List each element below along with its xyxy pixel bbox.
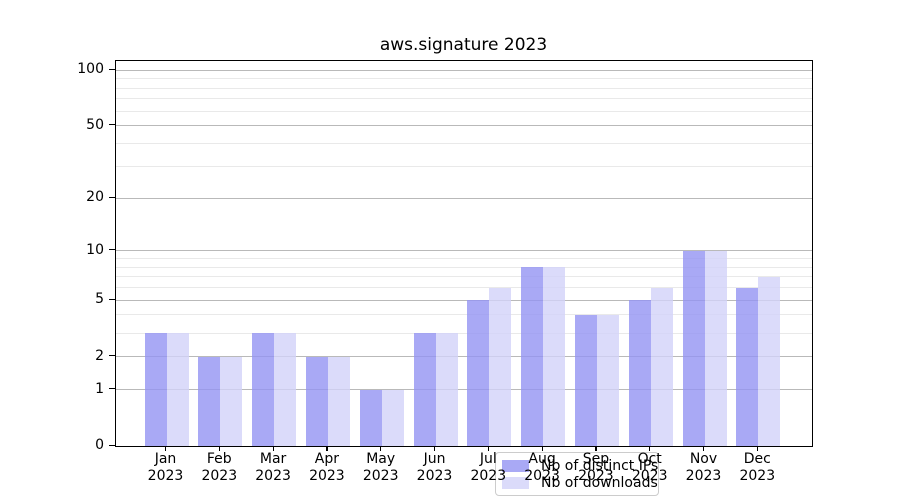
- gridline-major-5: [116, 299, 812, 301]
- y-tick-50: [109, 124, 115, 126]
- gridline-minor-60: [116, 110, 812, 112]
- x-tick-label-may: May 2023: [362, 451, 399, 484]
- x-tick-label-aug: Aug 2023: [524, 451, 560, 484]
- y-tick-10: [109, 249, 115, 251]
- x-tick-label-mar: Mar 2023: [255, 451, 291, 484]
- gridline-major-20: [116, 197, 812, 199]
- x-tick-dec: [756, 446, 758, 451]
- x-tick-jan: [165, 446, 167, 451]
- y-tick-label-50: 50: [86, 116, 104, 133]
- bar-downloads-nov: [704, 250, 727, 446]
- gridline-major-100: [116, 69, 812, 71]
- y-tick-label-100: 100: [77, 61, 104, 78]
- gridline-minor-6: [116, 287, 812, 289]
- bar-distinct-ips-sep: [574, 314, 597, 446]
- y-tick-20: [109, 196, 115, 198]
- bar-downloads-mar: [274, 333, 297, 446]
- y-tick-label-5: 5: [95, 291, 104, 308]
- bar-distinct-ips-oct: [628, 300, 651, 446]
- x-tick-label-dec: Dec 2023: [739, 451, 776, 484]
- y-tick-1: [109, 388, 115, 390]
- x-tick-label-jan: Jan 2023: [147, 451, 184, 484]
- gridline-minor-30: [116, 165, 812, 167]
- bar-distinct-ips-nov: [682, 250, 705, 446]
- gridline-minor-70: [116, 98, 812, 100]
- gridline-minor-90: [116, 78, 812, 80]
- x-tick-label-oct: Oct 2023: [631, 451, 668, 484]
- gridline-major-2: [116, 356, 812, 358]
- x-tick-may: [380, 446, 382, 451]
- gridline-minor-9: [116, 257, 812, 259]
- x-tick-label-jun: Jun 2023: [416, 451, 453, 484]
- x-tick-label-feb: Feb 2023: [201, 451, 238, 484]
- legend-label-downloads: Nb of downloads: [541, 474, 658, 491]
- y-tick-label-0: 0: [95, 437, 104, 453]
- legend-label-distinct-ips: Nb of distinct IPs: [541, 457, 659, 474]
- bar-distinct-ips-jun: [413, 333, 436, 446]
- gridline-minor-40: [116, 143, 812, 145]
- legend-swatch-distinct-ips: [502, 459, 529, 472]
- y-tick-label-2: 2: [95, 347, 104, 364]
- bar-distinct-ips-jan: [144, 333, 167, 446]
- x-tick-label-jul: Jul 2023: [470, 451, 507, 484]
- bar-distinct-ips-mar: [252, 333, 275, 446]
- bar-distinct-ips-dec: [736, 287, 759, 446]
- x-tick-label-sep: Sep 2023: [578, 451, 614, 484]
- legend-item-downloads: Nb of downloads: [502, 474, 658, 491]
- gridline-minor-4: [116, 314, 812, 316]
- legend: Nb of distinct IPs Nb of downloads: [495, 452, 659, 496]
- bar-downloads-apr: [327, 356, 350, 446]
- chart-title: aws.signature 2023: [379, 35, 548, 55]
- y-tick-100: [109, 68, 115, 70]
- bar-downloads-jan: [166, 333, 189, 446]
- x-tick-oct: [649, 446, 651, 451]
- x-tick-jul: [487, 446, 489, 451]
- gridline-minor-7: [116, 276, 812, 278]
- x-tick-sep: [595, 446, 597, 451]
- bar-downloads-may: [381, 389, 404, 446]
- bar-downloads-dec: [758, 276, 781, 446]
- x-tick-aug: [541, 446, 543, 451]
- plot-area: Nb of distinct IPs Nb of downloads: [115, 60, 813, 496]
- gridline-minor-80: [116, 87, 812, 89]
- legend-item-distinct-ips: Nb of distinct IPs: [502, 457, 658, 474]
- gridline-major-10: [116, 250, 812, 252]
- bar-downloads-jun: [435, 333, 458, 446]
- y-tick-label-10: 10: [86, 241, 104, 258]
- bar-downloads-feb: [220, 356, 243, 446]
- y-tick-label-1: 1: [95, 380, 104, 397]
- x-tick-jun: [434, 446, 436, 451]
- gridline-minor-8: [116, 266, 812, 268]
- y-tick-5: [109, 298, 115, 300]
- legend-swatch-downloads: [502, 476, 529, 489]
- gridline-major-50: [116, 125, 812, 127]
- bar-distinct-ips-may: [359, 389, 382, 446]
- x-tick-mar: [272, 446, 274, 451]
- gridline-major-1: [116, 389, 812, 391]
- bar-distinct-ips-apr: [305, 356, 328, 446]
- bar-downloads-sep: [596, 314, 619, 446]
- bar-distinct-ips-aug: [521, 267, 544, 446]
- bar-distinct-ips-jul: [467, 300, 490, 446]
- bar-downloads-jul: [489, 287, 512, 446]
- y-tick-2: [109, 355, 115, 357]
- gridline-minor-3: [116, 332, 812, 334]
- x-tick-label-nov: Nov 2023: [685, 451, 722, 484]
- bar-downloads-oct: [650, 287, 673, 446]
- bar-distinct-ips-feb: [198, 356, 221, 446]
- bar-downloads-aug: [543, 267, 566, 446]
- x-tick-label-apr: Apr 2023: [309, 451, 345, 484]
- x-tick-nov: [703, 446, 705, 451]
- y-tick-0: [109, 444, 115, 446]
- y-tick-label-20: 20: [86, 189, 104, 206]
- x-tick-feb: [218, 446, 220, 451]
- x-tick-apr: [326, 446, 328, 451]
